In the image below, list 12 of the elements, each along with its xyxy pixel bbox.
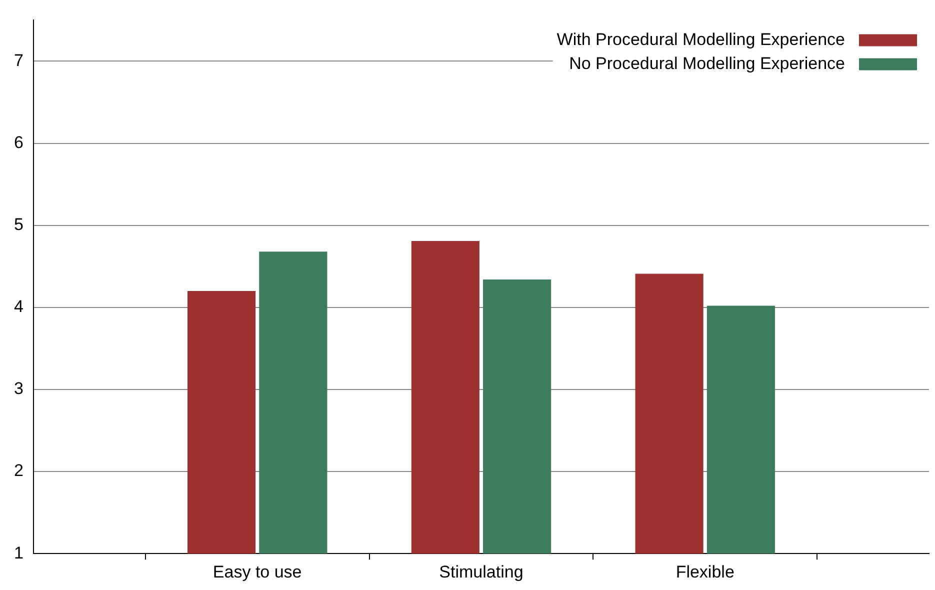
- x-tick-label: Stimulating: [439, 562, 524, 582]
- legend-label: No Procedural Modelling Experience: [569, 54, 845, 73]
- y-tick-label: 1: [14, 543, 24, 562]
- legend-label: With Procedural Modelling Experience: [556, 30, 845, 49]
- y-tick-label: 6: [14, 132, 24, 152]
- y-tick-label: 3: [14, 379, 24, 398]
- x-tick-label: Flexible: [676, 562, 734, 582]
- y-tick-label: 2: [14, 461, 24, 480]
- y-tick-label: 5: [14, 215, 24, 234]
- y-tick-label: 7: [14, 50, 24, 70]
- y-tick-label: 4: [14, 297, 24, 316]
- x-tick-label: Easy to use: [212, 562, 302, 582]
